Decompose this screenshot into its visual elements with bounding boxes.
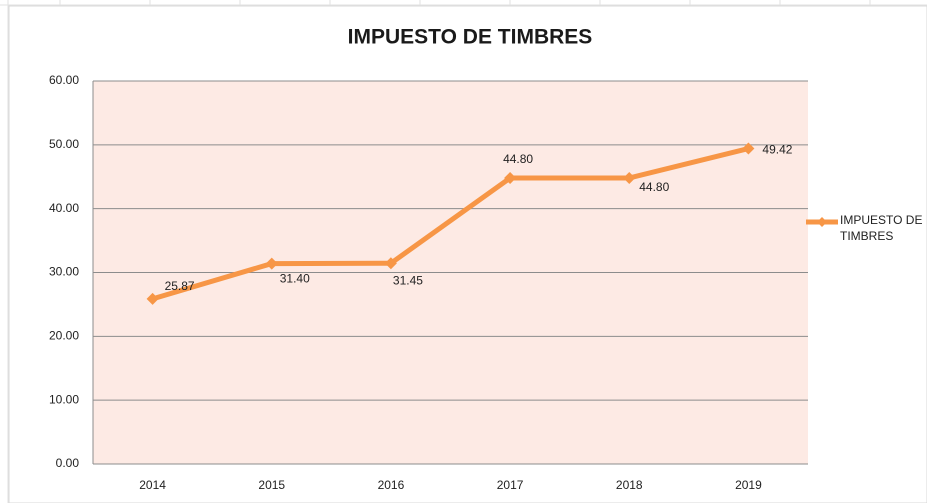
legend-label: IMPUESTO DE TIMBRES <box>840 213 923 243</box>
y-tick-label: 10.00 <box>49 392 79 406</box>
x-tick-label: 2015 <box>258 478 285 492</box>
data-label: 25.87 <box>165 279 195 293</box>
line <box>151 146 750 302</box>
marker <box>146 292 159 305</box>
y-tick-label: 20.00 <box>49 329 79 343</box>
x-tick-label: 2019 <box>735 478 762 492</box>
marker <box>623 172 636 185</box>
chart-title: IMPUESTO DE TIMBRES <box>348 26 593 49</box>
marker <box>384 257 397 270</box>
data-label: 49.42 <box>762 143 792 157</box>
legend-marker <box>817 217 827 227</box>
marker <box>742 142 755 155</box>
y-tick-label: 60.00 <box>49 73 79 87</box>
x-tick-label: 2014 <box>139 478 166 492</box>
data-label: 44.80 <box>503 152 533 166</box>
x-tick-label: 2018 <box>616 478 643 492</box>
y-tick-label: 30.00 <box>49 265 79 279</box>
y-tick-label: 40.00 <box>49 201 79 215</box>
data-label: 44.80 <box>639 180 669 194</box>
y-tick-label: 50.00 <box>49 137 79 151</box>
y-tick-label: 0.00 <box>56 456 80 470</box>
data-label: 31.45 <box>393 273 423 287</box>
x-tick-label: 2016 <box>378 478 405 492</box>
data-label: 31.40 <box>280 272 310 286</box>
marker <box>265 257 278 270</box>
marker <box>504 172 517 185</box>
x-tick-label: 2017 <box>497 478 524 492</box>
